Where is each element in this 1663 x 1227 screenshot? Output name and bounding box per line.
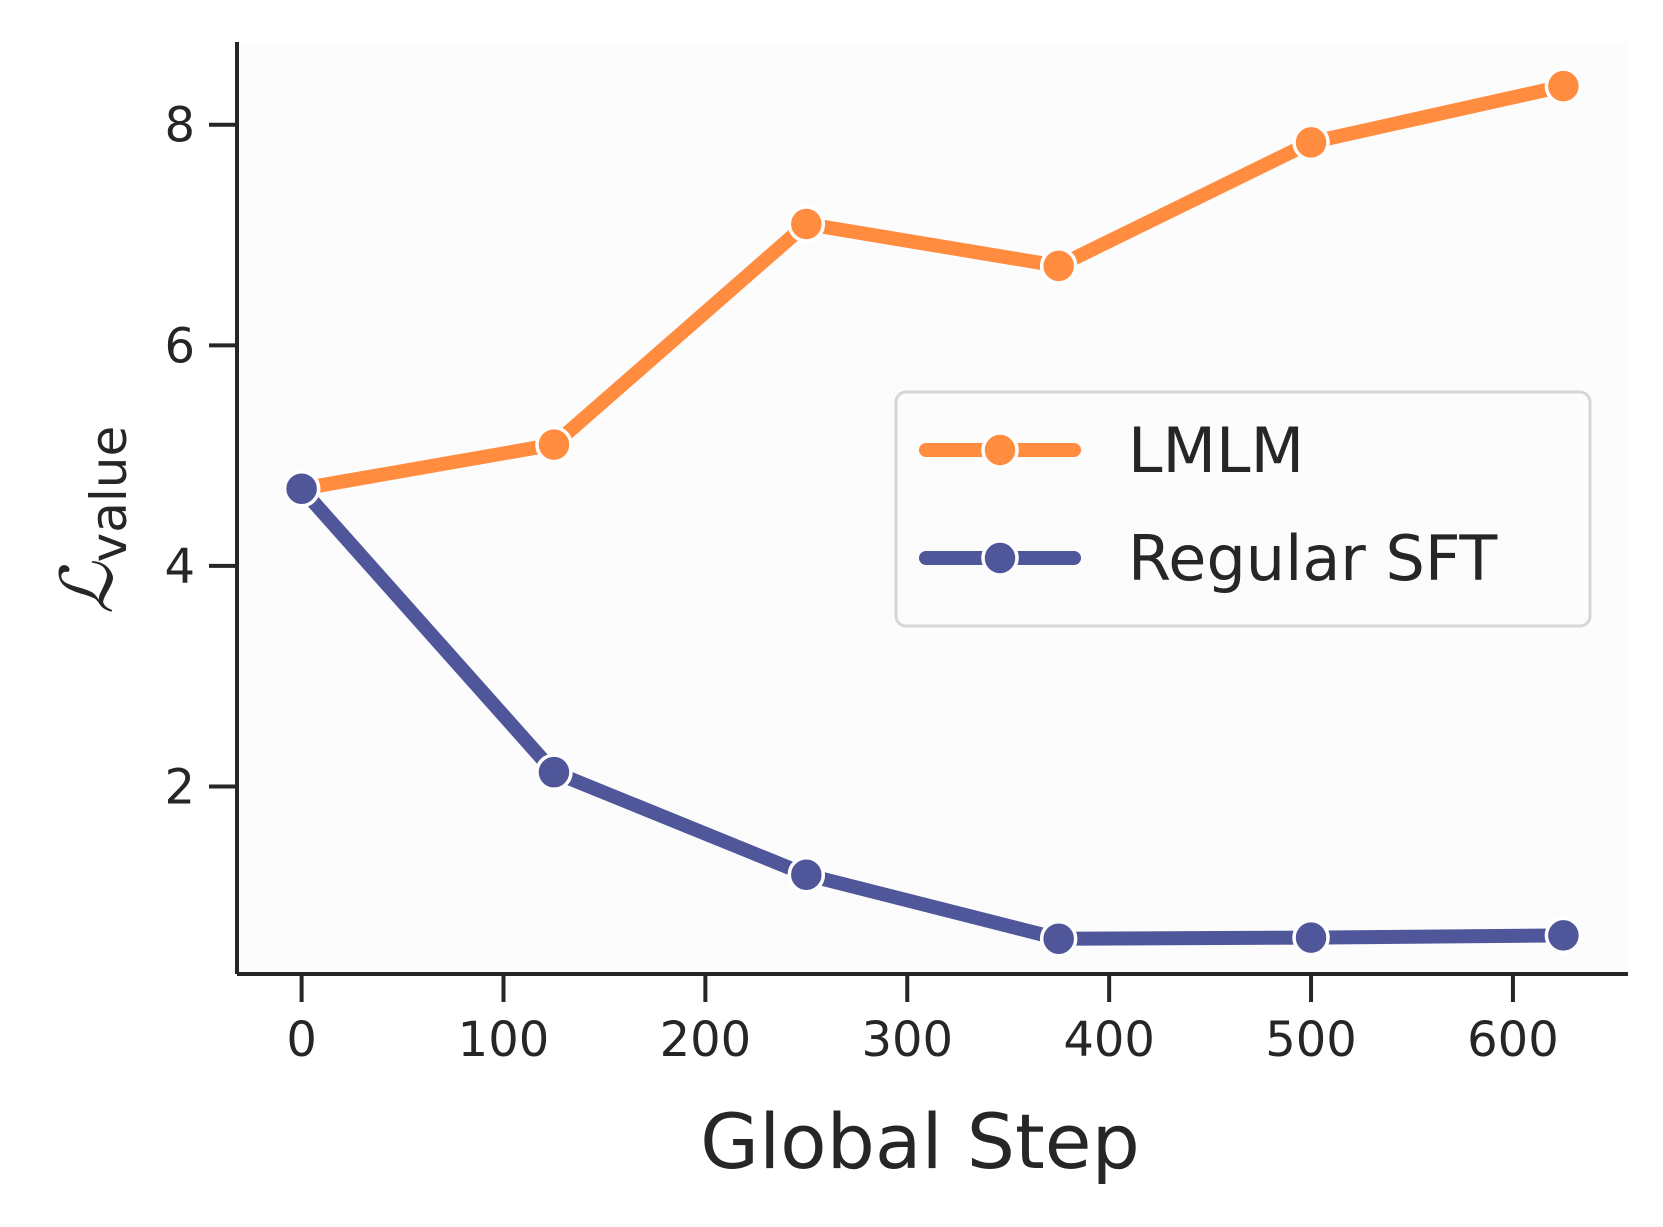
data-point (282, 469, 321, 508)
y-tick-label: 8 (164, 98, 195, 154)
series-line (294, 481, 1571, 946)
data-point (787, 855, 826, 894)
x-tick-label: 200 (660, 1012, 752, 1068)
legend-item: Regular SFT (919, 522, 1498, 595)
y-tick-label: 4 (164, 539, 195, 595)
y-axis-label-sub: value (80, 426, 138, 563)
x-tick-label: 300 (861, 1012, 953, 1068)
legend-swatch-marker (981, 539, 1019, 577)
legend-label: Regular SFT (1128, 522, 1498, 595)
data-point (1039, 919, 1078, 958)
series-1 (282, 469, 1583, 958)
series-layer (282, 67, 1583, 958)
y-axis-label-main: ℒ (45, 560, 129, 614)
axes-layer (235, 42, 1628, 976)
x-tick-label: 500 (1265, 1012, 1357, 1068)
data-point (787, 205, 826, 243)
ticks-layer: 0 100 200 300 400 500 600 2 4 6 8 (164, 98, 1558, 1068)
series-line (294, 79, 1571, 496)
data-point (1292, 123, 1330, 162)
legend-item: LMLM (919, 414, 1304, 487)
x-tick-label: 0 (286, 1012, 317, 1068)
svg-text:ℒvalue: ℒvalue (45, 426, 138, 614)
legend-label: LMLM (1128, 414, 1304, 487)
data-point (1292, 918, 1330, 957)
x-axis-label: Global Step (700, 1097, 1140, 1186)
x-tick-label: 100 (458, 1012, 550, 1068)
data-point (1544, 67, 1583, 105)
legend: LMLM Regular SFT (894, 390, 1592, 628)
x-tick-label: 600 (1467, 1012, 1559, 1068)
legend-swatch-marker (981, 431, 1019, 469)
y-tick-label: 6 (164, 318, 195, 374)
data-point (535, 425, 573, 464)
y-axis-label: ℒvalue (45, 426, 138, 614)
y-tick-label: 2 (164, 759, 195, 815)
legend-items: LMLM Regular SFT (919, 414, 1498, 595)
x-tick-label: 400 (1063, 1012, 1155, 1068)
data-point (1039, 247, 1078, 285)
data-point (1544, 916, 1583, 955)
data-point (535, 753, 573, 791)
